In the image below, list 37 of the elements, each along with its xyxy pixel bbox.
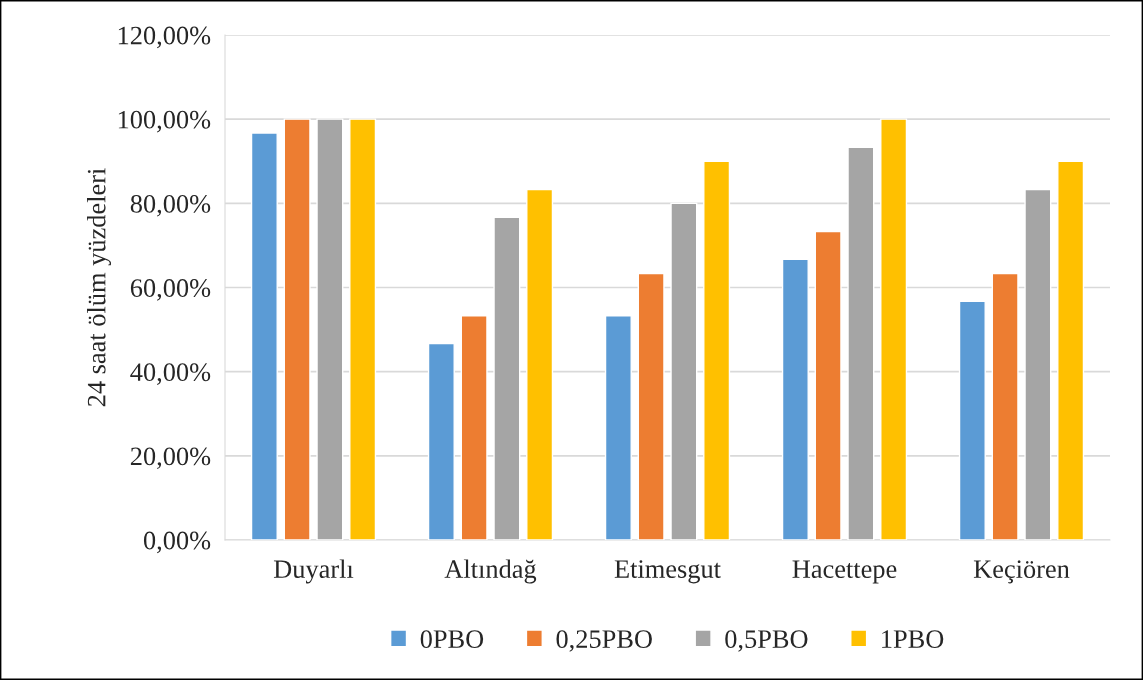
bar	[781, 258, 809, 540]
bar	[958, 300, 986, 540]
y-tick-label: 20,00%	[130, 447, 211, 470]
y-tick-label: 100,00%	[118, 110, 211, 133]
bar	[1024, 188, 1052, 540]
bar	[316, 118, 344, 540]
bar	[427, 342, 455, 540]
legend-label: 0PBO	[420, 630, 484, 648]
y-tick-label: 80,00%	[130, 194, 211, 217]
legend-label: 0,5PBO	[725, 630, 808, 652]
y-tick-label: 60,00%	[130, 279, 211, 301]
bar	[604, 315, 632, 540]
bar	[250, 132, 278, 540]
legend-label: 1PBO	[882, 630, 944, 648]
y-tick-label: 40,00%	[130, 363, 211, 385]
legend-label: 0,25PBO	[556, 630, 652, 652]
x-tick-label: Keçiören	[973, 560, 1070, 584]
bar	[637, 272, 665, 540]
bar	[493, 216, 521, 540]
bar	[703, 160, 731, 540]
y-tick-label: 0,00%	[143, 531, 211, 554]
x-tick-label: Etimesgut	[614, 560, 721, 584]
y-tick-label: 120,00%	[118, 26, 211, 49]
bar	[880, 118, 908, 540]
bar	[847, 146, 875, 540]
bar	[526, 188, 554, 540]
y-axis-title: 24 saat ölüm yüzdeleri	[87, 168, 111, 407]
x-tick-label: Altındağ	[444, 559, 537, 584]
bar	[991, 272, 1019, 540]
bar	[460, 315, 488, 540]
bar	[670, 202, 698, 540]
x-tick-label: Hacettepe	[792, 560, 897, 584]
bar	[814, 230, 842, 540]
bar	[283, 118, 311, 540]
bar	[1057, 160, 1085, 540]
bar	[349, 118, 377, 540]
x-tick-label: Duyarlı	[273, 559, 354, 584]
